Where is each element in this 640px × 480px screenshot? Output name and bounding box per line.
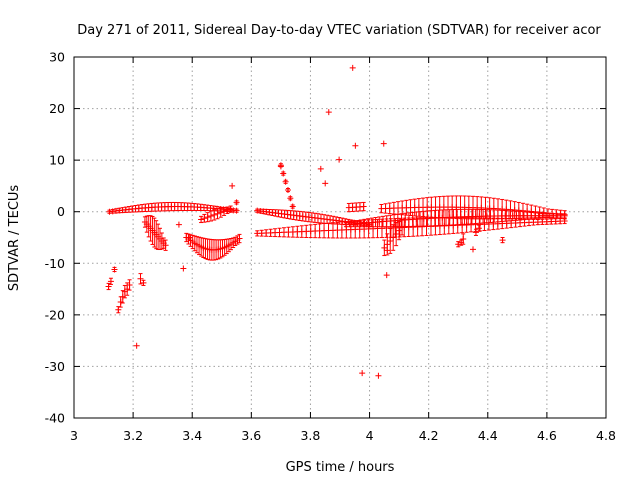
x-tick-label: 4.6 (537, 428, 557, 443)
y-tick-label: 20 (49, 101, 65, 116)
data-point (236, 235, 243, 242)
data-point (380, 140, 387, 147)
data-point (111, 266, 118, 273)
chart-title: Day 271 of 2011, Sidereal Day-to-day VTE… (77, 23, 601, 38)
data-point (284, 187, 291, 194)
data-point (375, 372, 382, 379)
data-point (175, 221, 182, 228)
data-point (140, 279, 147, 286)
data-point (352, 142, 359, 149)
data-point (470, 246, 476, 253)
data-point (387, 237, 394, 244)
x-tick-label: 3 (70, 428, 78, 443)
x-tick-label: 3.2 (123, 428, 143, 443)
data-point (399, 224, 406, 231)
x-tick-label: 4.2 (419, 428, 439, 443)
data-point (287, 195, 294, 202)
data-point (233, 207, 240, 214)
data-point (349, 64, 356, 71)
data-point (217, 209, 224, 216)
data-point (214, 210, 221, 217)
data-point (460, 236, 467, 243)
data-point (280, 170, 287, 177)
data-layer (105, 64, 568, 379)
data-point (221, 208, 228, 215)
data-point (325, 109, 332, 116)
data-point (137, 275, 144, 282)
data-point (224, 207, 231, 214)
data-point (384, 247, 391, 254)
data-point (475, 225, 482, 232)
data-point (211, 211, 218, 218)
data-point (381, 244, 388, 251)
data-point (198, 216, 205, 223)
data-point (289, 203, 296, 210)
data-point (227, 206, 234, 213)
data-point (396, 227, 403, 234)
x-tick-label: 3.6 (241, 428, 261, 443)
data-point (229, 182, 236, 189)
data-point (277, 163, 284, 170)
y-tick-label: -30 (45, 359, 65, 374)
x-axis-label: GPS time / hours (286, 460, 395, 475)
data-point (133, 342, 140, 349)
data-point (393, 231, 400, 238)
data-point (561, 211, 568, 218)
data-point (472, 229, 479, 236)
data-point (360, 203, 367, 210)
data-point (105, 283, 112, 290)
y-tick-label: 10 (49, 153, 65, 168)
data-point (499, 237, 506, 244)
data-point (383, 272, 390, 279)
data-point (180, 265, 187, 272)
data-point (233, 199, 240, 206)
plot-frame (73, 56, 607, 419)
data-point (207, 213, 214, 220)
data-point (282, 178, 289, 185)
y-tick-label: -40 (45, 411, 65, 426)
data-point (204, 214, 211, 221)
data-point (322, 180, 329, 187)
data-point (359, 370, 366, 377)
data-point (186, 234, 193, 241)
tick-layer (73, 56, 607, 419)
x-tick-label: 4.4 (478, 428, 498, 443)
data-point (317, 165, 324, 172)
y-tick-label: -10 (45, 256, 65, 271)
y-tick-label: -20 (45, 307, 65, 322)
y-tick-label: 30 (49, 50, 65, 65)
data-point (162, 242, 169, 249)
tick-label-layer: 3 3.2 3.4 3.6 3.8 4 4.2 4.4 4.6 4.8 30 20 10 0 -10 -20 -… (45, 50, 616, 444)
y-axis-label: SDTVAR / TECUs (7, 185, 22, 292)
data-point (390, 234, 397, 241)
y-tick-label: 0 (57, 204, 65, 219)
x-tick-label: 3.4 (182, 428, 202, 443)
data-point (115, 306, 122, 313)
data-point (384, 241, 391, 248)
data-point (336, 156, 343, 163)
x-tick-label: 4.8 (596, 428, 616, 443)
data-point (201, 215, 208, 222)
data-point (107, 278, 114, 285)
x-tick-label: 4 (366, 428, 374, 443)
x-tick-label: 3.8 (300, 428, 320, 443)
data-point (126, 281, 133, 288)
